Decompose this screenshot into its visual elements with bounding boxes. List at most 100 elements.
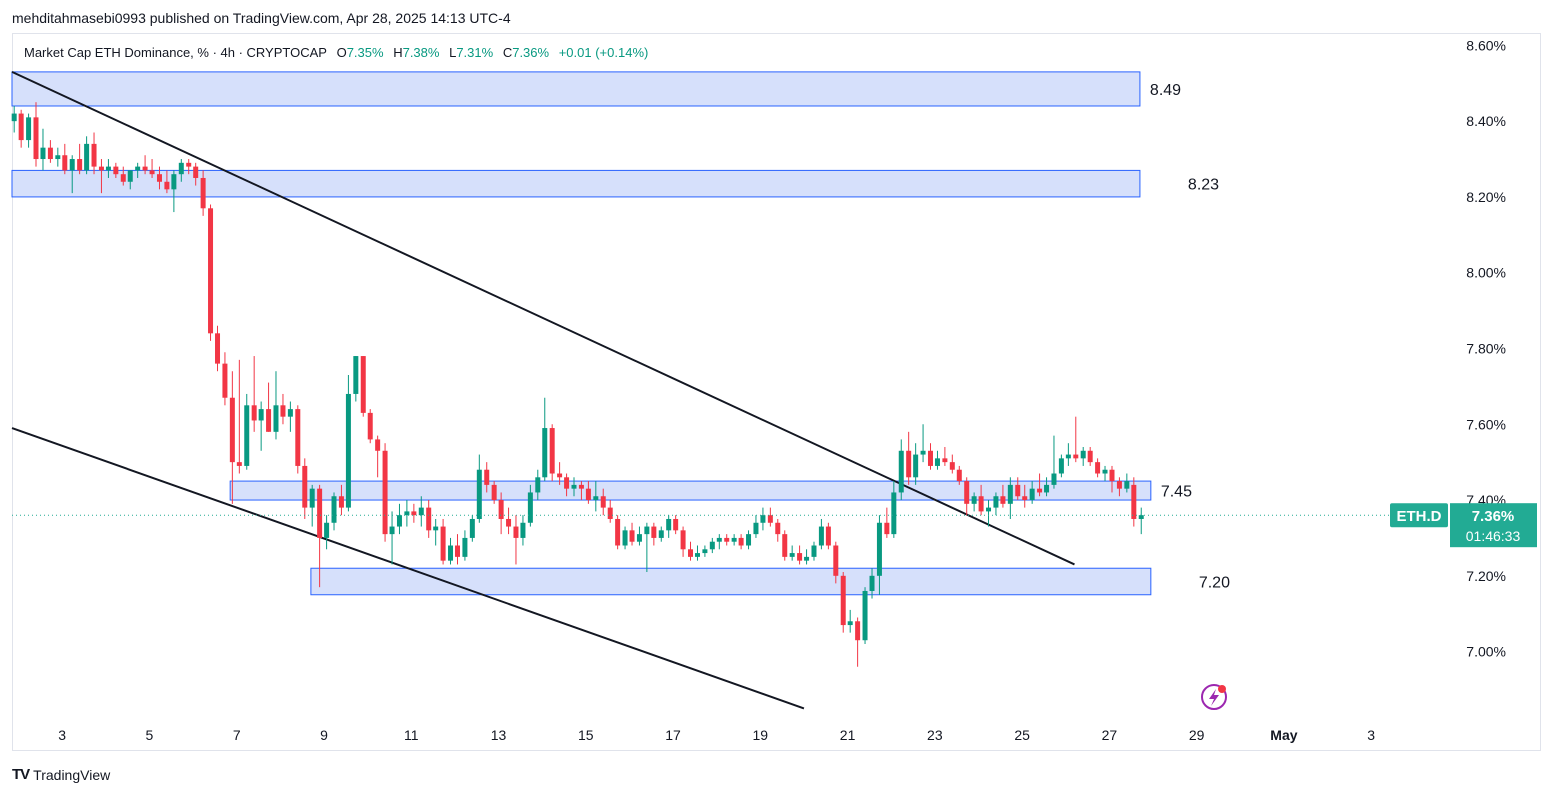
candle-body xyxy=(331,496,337,523)
candle-body xyxy=(317,488,323,538)
x-tick-label: 9 xyxy=(320,727,328,743)
candle-body xyxy=(367,412,373,440)
candle-body xyxy=(1109,469,1115,482)
candle-body xyxy=(1007,484,1013,504)
candle-body xyxy=(433,526,439,531)
zone-box xyxy=(11,71,1141,107)
candle-body xyxy=(833,545,839,576)
candle-body xyxy=(775,522,781,535)
candle-body xyxy=(1022,496,1028,501)
candle-body xyxy=(338,496,344,508)
candle-body xyxy=(142,166,148,171)
candle-body xyxy=(702,549,708,554)
candle-body xyxy=(520,522,526,538)
legend-close-label: C xyxy=(502,45,513,60)
candle-body xyxy=(956,469,962,482)
candle-body xyxy=(1000,496,1006,504)
candle-body xyxy=(193,166,199,178)
candle-body xyxy=(62,155,68,171)
candle-body xyxy=(98,166,104,171)
zone-box xyxy=(310,567,1152,596)
candle-body xyxy=(1065,454,1071,459)
candle-body xyxy=(244,405,250,466)
candle-body xyxy=(295,409,301,466)
zone-label: 8.49 xyxy=(1150,82,1181,99)
candle-body xyxy=(113,166,119,175)
x-tick-label: 11 xyxy=(404,727,419,743)
candle-body xyxy=(491,484,497,501)
candle-body xyxy=(593,496,599,501)
zones-layer: 8.49 8.23 7.45 7.20 xyxy=(11,71,1230,596)
symbol-tag xyxy=(1390,503,1448,528)
candle-body xyxy=(135,166,141,171)
candle-body xyxy=(454,545,460,557)
candle-body xyxy=(215,333,221,364)
lightning-icon[interactable] xyxy=(1201,684,1227,710)
candle-body xyxy=(360,356,366,413)
x-tick-label: 27 xyxy=(1102,727,1118,743)
x-tick-label: 17 xyxy=(665,727,681,743)
x-tick-label: 19 xyxy=(753,727,769,743)
candle-body xyxy=(1073,454,1079,459)
candle-body xyxy=(77,159,83,171)
candle-body xyxy=(847,621,853,626)
candle-body xyxy=(753,522,759,535)
candle-body xyxy=(971,496,977,504)
candle-body xyxy=(891,492,897,535)
candle-body xyxy=(1058,458,1064,474)
candle-body xyxy=(375,439,381,451)
x-tick-label: 3 xyxy=(58,727,66,743)
candle-body xyxy=(986,507,992,512)
candle-body xyxy=(1037,488,1043,493)
y-tick-label: 8.00% xyxy=(1466,265,1506,281)
candle-body xyxy=(127,170,133,182)
y-tick-label: 7.60% xyxy=(1466,416,1506,432)
legend-close: 7.36% xyxy=(512,45,550,60)
candle-body xyxy=(222,363,228,398)
price-tag-value: 7.36% xyxy=(1472,508,1515,525)
candle-body xyxy=(1131,484,1137,519)
candle-body xyxy=(484,469,490,485)
candle-body xyxy=(149,170,155,175)
zone-label: 7.20 xyxy=(1199,574,1230,591)
candle-body xyxy=(673,518,679,531)
candle-body xyxy=(651,526,657,538)
x-tick-label: 5 xyxy=(146,727,154,743)
candle-body xyxy=(251,405,257,421)
candle-body xyxy=(120,174,126,182)
legend-open-label: O xyxy=(336,45,347,60)
tradingview-footer[interactable]: TV TradingView xyxy=(12,766,110,783)
legend-low: 7.31% xyxy=(456,45,494,60)
candle-body xyxy=(622,530,628,546)
candle-body xyxy=(200,177,206,209)
trendlines-layer xyxy=(11,70,1075,710)
candle-body xyxy=(164,181,170,190)
candle-body xyxy=(208,208,214,334)
candle-body xyxy=(287,409,293,417)
candle-body xyxy=(535,477,541,493)
candle-body xyxy=(266,409,272,432)
candle-body xyxy=(280,405,286,417)
y-axis: 8.60%8.40%8.20%8.00%7.80%7.60%7.40%7.20%… xyxy=(1466,37,1506,659)
candle-body xyxy=(760,515,766,523)
y-tick-label: 7.00% xyxy=(1466,644,1506,660)
x-tick-label: 23 xyxy=(927,727,943,743)
candle-body xyxy=(105,166,111,171)
x-axis: 3 5 7 9 11 13 15 17 19 21 23 25 27 29 May 3 xyxy=(58,727,1375,743)
candle-body xyxy=(557,473,563,478)
legend-high-label: H xyxy=(393,45,403,60)
candle-body xyxy=(964,481,970,504)
candle-body xyxy=(55,155,61,160)
candle-body xyxy=(1116,481,1122,489)
candle-body xyxy=(273,405,279,432)
candle-body xyxy=(469,518,475,538)
y-tick-label: 8.60% xyxy=(1466,37,1506,53)
candle-body xyxy=(688,549,694,557)
candle-body xyxy=(353,356,359,394)
candle-body xyxy=(789,553,795,557)
candle-body xyxy=(709,541,715,550)
candle-body xyxy=(934,458,940,466)
x-tick-label: 7 xyxy=(233,727,241,743)
candle-body xyxy=(549,428,555,474)
